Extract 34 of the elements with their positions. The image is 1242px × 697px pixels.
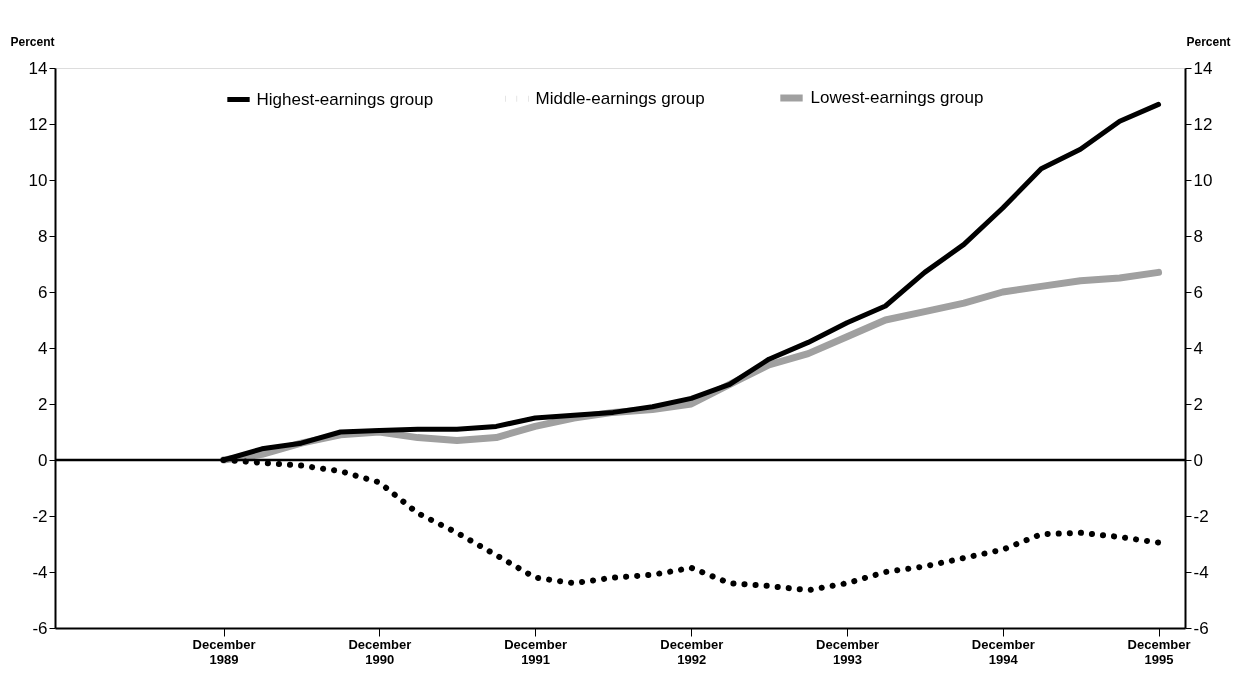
y2-axis-title: Percent	[1186, 34, 1231, 49]
y2-tick-label: 12	[1193, 114, 1213, 134]
y2-tick-label: 4	[1193, 338, 1203, 358]
y2-tick-label: 6	[1193, 282, 1203, 302]
legend-label: Middle-earnings group	[535, 88, 705, 108]
y-tick-label: 6	[38, 282, 48, 302]
y2-tick-label: 10	[1193, 170, 1213, 190]
x-tick-label: December 1994	[971, 636, 1035, 667]
legend-label: Lowest-earnings group	[810, 88, 984, 107]
y2-tick-label: -2	[1193, 506, 1209, 526]
x-tick-label: December 1990	[348, 636, 412, 667]
y-tick-label: -2	[32, 506, 48, 526]
x-tick-label: December 1995	[1127, 636, 1191, 667]
x-tick-label: December 1991	[504, 636, 568, 667]
x-tick-label: December 1993	[816, 636, 879, 667]
y-axis-title: Percent	[10, 34, 55, 49]
y2-tick-label: -6	[1193, 618, 1209, 638]
y-tick-label: -4	[32, 562, 48, 582]
x-tick-label: December 1989	[192, 636, 256, 667]
y-tick-label: -6	[32, 618, 48, 638]
y2-tick-label: -4	[1193, 562, 1209, 582]
y2-tick-label: 2	[1193, 394, 1203, 414]
y2-tick-label: 0	[1193, 450, 1203, 470]
x-tick-label: December 1992	[660, 636, 724, 667]
y-tick-label: 14	[28, 58, 48, 78]
y2-tick-label: 14	[1193, 58, 1213, 78]
y-tick-label: 2	[38, 394, 48, 414]
y-tick-label: 12	[28, 114, 48, 134]
y-tick-label: 0	[38, 450, 48, 470]
y-tick-label: 8	[38, 226, 48, 246]
y-tick-label: 10	[28, 170, 48, 190]
y-tick-label: 4	[38, 338, 48, 358]
y2-tick-label: 8	[1193, 226, 1203, 246]
legend-label: Highest-earnings group	[256, 89, 434, 109]
